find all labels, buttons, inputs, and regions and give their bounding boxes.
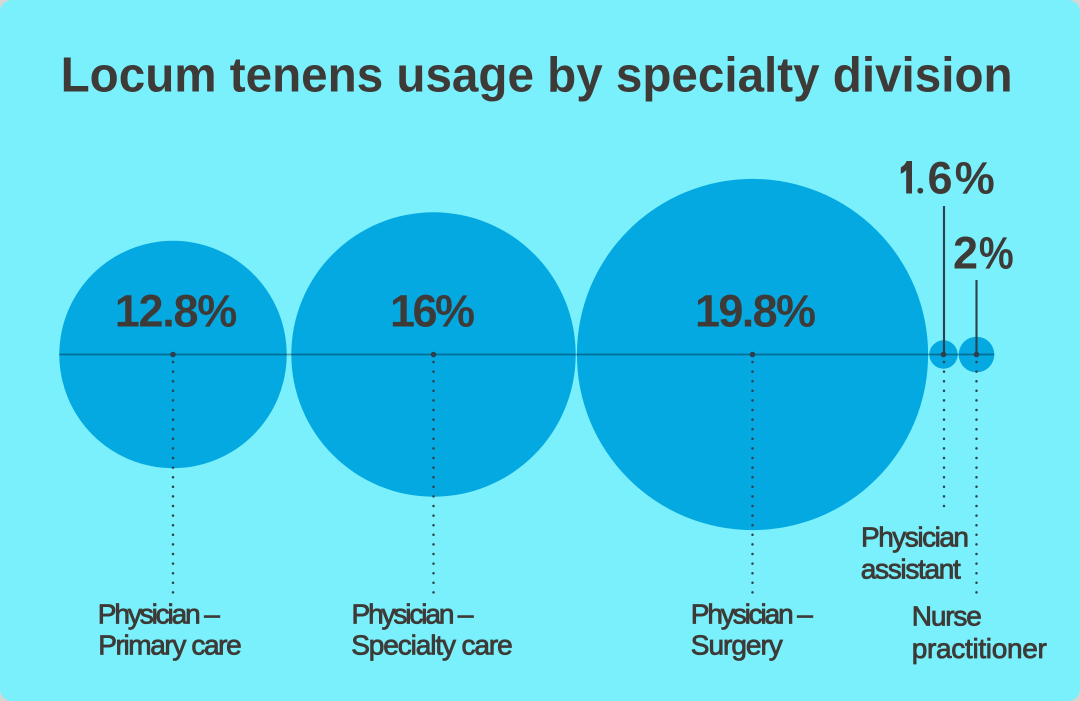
svg-text:Physician: Physician [861,521,969,552]
svg-text:2: 2 [953,227,978,278]
svg-text:Locum tenens usage by specialt: Locum tenens usage by specialty division [61,49,1013,103]
svg-text:16%: 16% [390,286,475,337]
svg-text:%: % [979,228,1014,278]
svg-text:Primary care: Primary care [98,630,242,661]
svg-text:%: % [955,153,995,204]
svg-text:practitioner: practitioner [912,633,1047,664]
svg-text:6: 6 [928,153,953,204]
svg-text:19.8%: 19.8% [695,286,816,337]
svg-text:Physician –: Physician – [691,599,813,630]
svg-text:12.8%: 12.8% [115,286,238,337]
svg-text:Physician –: Physician – [352,599,474,630]
svg-text:Specialty care: Specialty care [351,630,513,661]
svg-text:Nurse: Nurse [912,600,982,631]
svg-text:assistant: assistant [861,554,961,585]
svg-text:Surgery: Surgery [691,630,783,661]
svg-text:Physician –: Physician – [98,599,220,630]
